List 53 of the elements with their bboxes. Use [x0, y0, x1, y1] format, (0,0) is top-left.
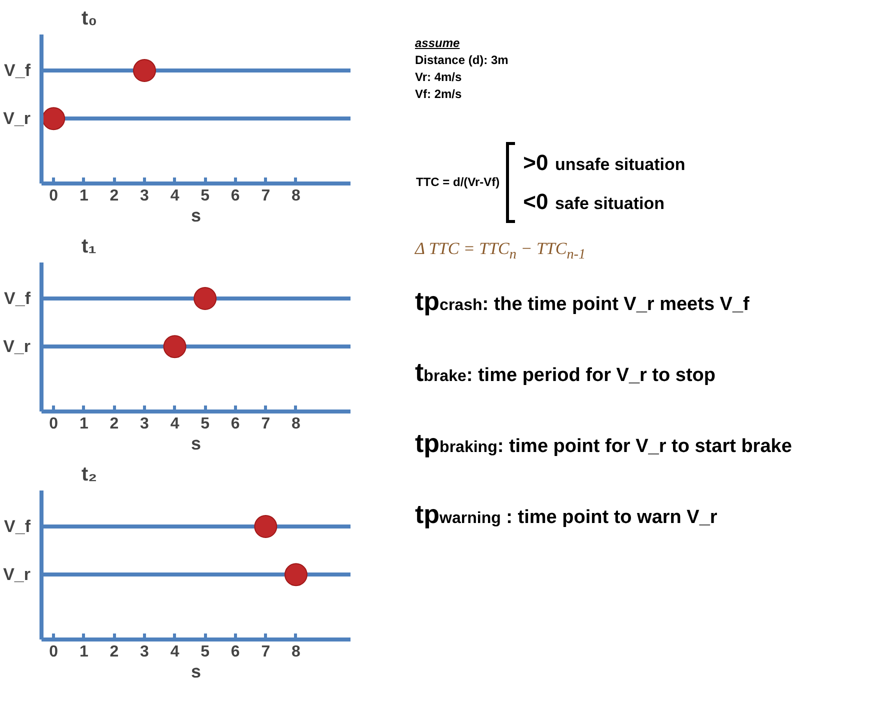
x-tick-label: 3: [140, 416, 150, 432]
text: safe situation: [554, 194, 665, 214]
x-tick-label: 2: [110, 188, 119, 204]
x-tick-label: 8: [292, 644, 301, 660]
x-tick-label: 1: [79, 644, 88, 660]
x-tick-label: 4: [170, 416, 180, 432]
x-axis-title: s: [190, 662, 202, 682]
x-tick-label: 8: [292, 188, 301, 204]
x-tick-label: 2: [110, 644, 119, 660]
x-tick-label: 6: [230, 416, 240, 432]
text: Δ TTC = TTC$_{n}$ − TTC$_{n-1}$: [415, 238, 587, 265]
x-tick-label: 7: [261, 188, 270, 204]
y-tick-label: V_r: [3, 565, 31, 584]
x-tick-label: 3: [140, 188, 150, 204]
x-tick-label: 7: [261, 416, 270, 432]
text: <0: [523, 189, 548, 214]
x-tick-label: 4: [170, 188, 180, 204]
x-tick-label: 7: [261, 644, 270, 660]
text: Vr: 4m/s: [415, 69, 463, 86]
x-tick-label: 1: [79, 416, 88, 432]
x-tick-label: 2: [110, 416, 119, 432]
y-tick-label: V_r: [3, 337, 31, 356]
text: tpbraking: time point for V_r to start brake: [415, 427, 792, 460]
text: assume: [415, 36, 460, 50]
text: TTC = d/(Vr-Vf): [415, 174, 501, 191]
x-tick-label: 3: [140, 644, 150, 660]
x-tick-label: 6: [230, 644, 240, 660]
text: tbrake: time period for V_r to stop: [415, 356, 716, 390]
x-tick-label: 0: [49, 416, 58, 432]
y-tick-label: V_f: [4, 289, 31, 308]
x-tick-label: 8: [292, 416, 301, 432]
y-tick-label: V_r: [3, 109, 31, 128]
text: >0: [523, 150, 548, 176]
x-tick-label: 4: [170, 644, 180, 660]
text: tpcrash: the time point V_r meets V_f: [415, 285, 750, 318]
x-tick-label: 5: [200, 644, 210, 660]
text: tpwarning : time point to warn V_r: [415, 498, 718, 532]
text: unsafe situation: [554, 155, 686, 174]
x-tick-label: 5: [200, 416, 210, 432]
chart-title: t₁: [82, 236, 96, 258]
y-tick-label: V_f: [4, 61, 31, 80]
text: Vf: 2m/s: [415, 86, 463, 104]
x-tick-label: 1: [79, 188, 88, 204]
x-tick-label: 0: [49, 644, 58, 660]
x-axis-title: s: [190, 434, 202, 454]
x-tick-label: 5: [200, 188, 210, 204]
y-tick-label: V_f: [4, 517, 31, 536]
text: Distance (d): 3m: [415, 52, 510, 70]
x-axis-title: s: [190, 206, 202, 226]
chart-title: t₀: [82, 8, 98, 30]
x-tick-label: 6: [230, 188, 240, 204]
chart-title: t₂: [82, 464, 98, 486]
x-tick-label: 0: [49, 188, 58, 204]
